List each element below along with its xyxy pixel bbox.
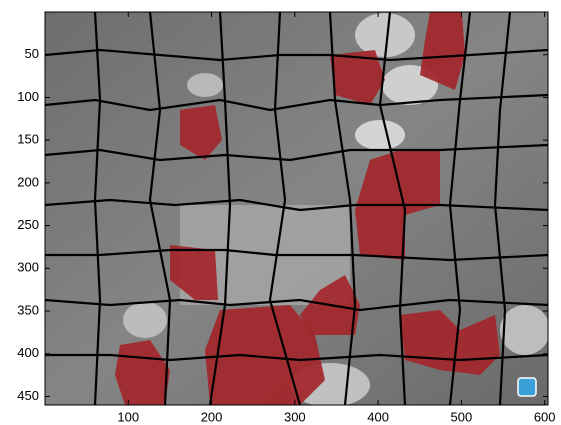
x-tick-label: 200 [201,409,223,424]
chart: 100 200 300 400 500 600 50 100 150 200 250 300 350 40… [0,0,561,425]
y-tick-label: 250 [17,217,39,232]
y-tick-label: 300 [17,260,39,275]
y-tick-label: 100 [17,89,39,104]
y-tick-label: 350 [17,302,39,317]
y-tick-label: 450 [17,388,39,403]
x-tick-label: 400 [367,409,389,424]
y-tick-label: 200 [17,174,39,189]
y-tick-label: 50 [25,46,39,61]
x-tick-label: 600 [534,409,556,424]
x-tick-label: 100 [117,409,139,424]
x-tick-label: 300 [284,409,306,424]
y-tick-label: 400 [17,345,39,360]
x-tick-label: 500 [451,409,473,424]
y-tick-label: 150 [17,132,39,147]
image [45,12,550,407]
